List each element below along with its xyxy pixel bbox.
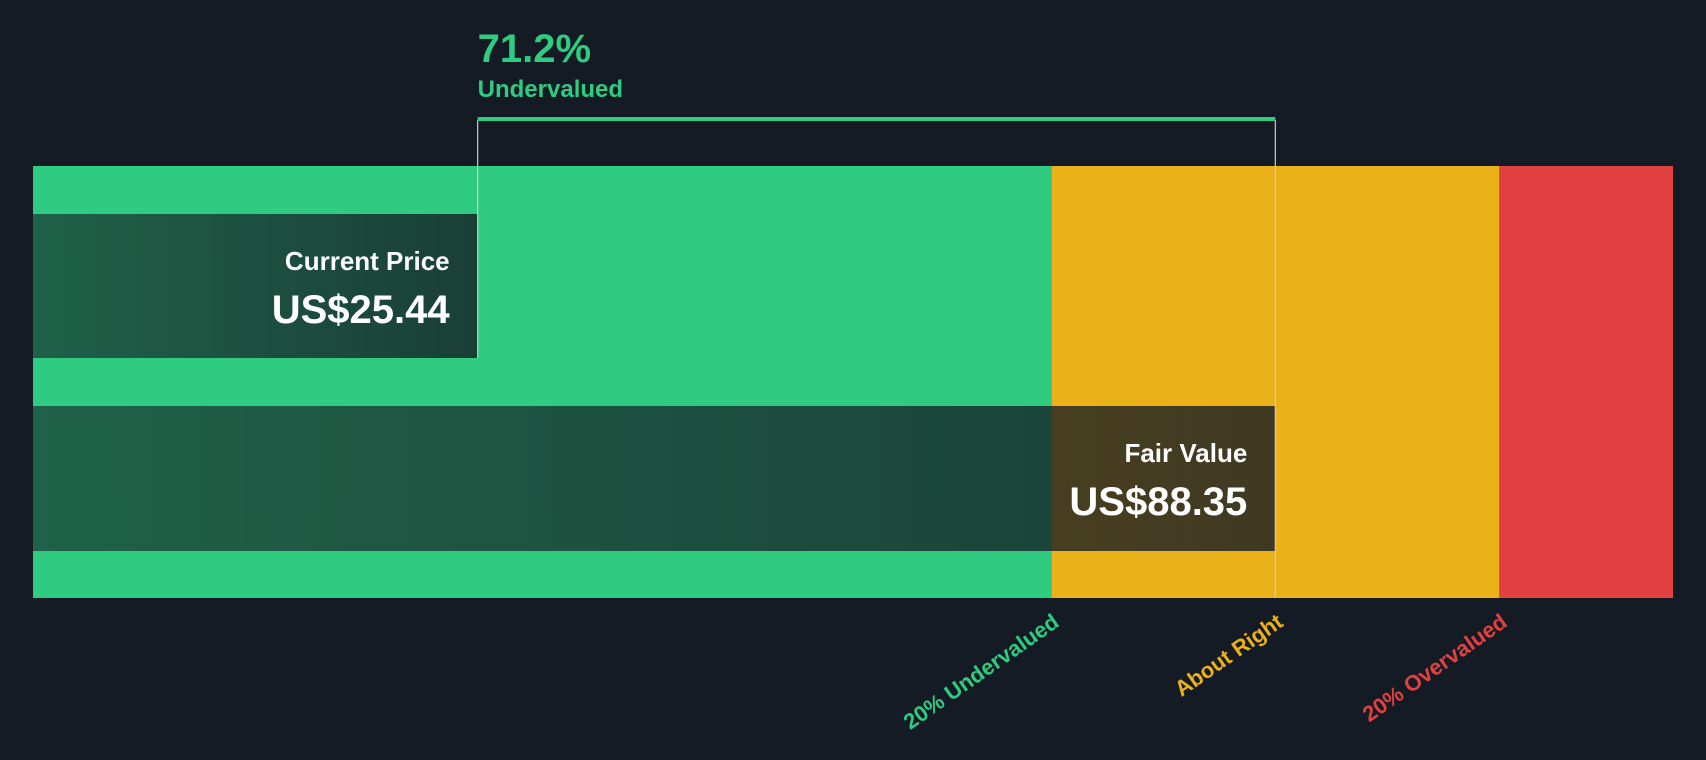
current-price-title: Current Price <box>285 246 450 276</box>
headline: 71.2% <box>478 27 591 71</box>
fair-value-bar <box>33 406 1276 551</box>
current-price-label: US$25.44 <box>272 288 451 332</box>
headline-caption: Undervalued <box>478 76 623 103</box>
fair-value-label: US$88.35 <box>1069 480 1247 524</box>
current-price-bar <box>33 214 478 358</box>
fair-value-title: Fair Value <box>1124 438 1247 468</box>
zone <box>1499 166 1673 598</box>
